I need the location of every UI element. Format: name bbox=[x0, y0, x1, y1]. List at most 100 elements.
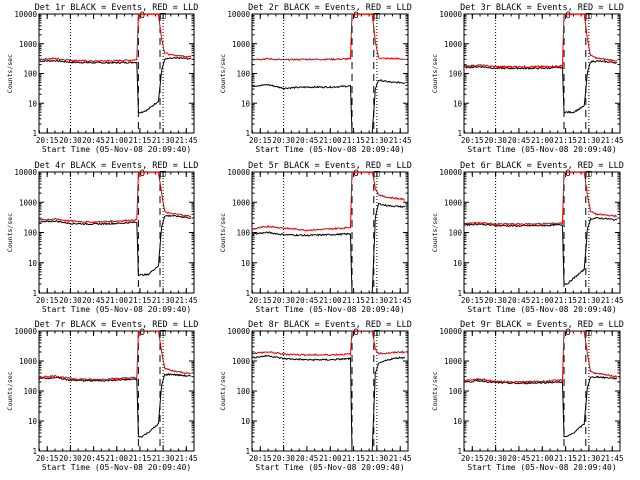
x-tick-label: 21:00 bbox=[531, 454, 554, 463]
plot-frame bbox=[463, 330, 621, 452]
x-tick-label: 21:15 bbox=[129, 136, 152, 145]
y-tick-label: 100 bbox=[236, 229, 250, 238]
panel-9: Det 9r BLACK = Events, RED = LLD 1 10 100 10… bbox=[431, 320, 624, 472]
x-tick-label: 21:30 bbox=[366, 296, 389, 305]
x-tick-label: 20:15 bbox=[461, 136, 484, 145]
x-tick-label: 21:30 bbox=[366, 454, 389, 463]
x-axis-label: Start Time (05-Nov-08 20:09:40) bbox=[255, 463, 404, 472]
y-tick-label: 100 bbox=[448, 387, 462, 396]
circle-marker: O bbox=[140, 169, 145, 179]
plot-frame bbox=[251, 171, 409, 294]
x-tick-label: 21:45 bbox=[601, 454, 624, 463]
lld-series-line bbox=[252, 171, 406, 232]
y-axis-label: Counts/sec bbox=[431, 213, 439, 252]
x-tick-label: 20:45 bbox=[508, 454, 531, 463]
circle-marker: O bbox=[353, 11, 358, 21]
y-tick-label: 10 bbox=[241, 99, 251, 108]
square-marker: □ bbox=[160, 169, 166, 179]
y-tick-label: 10 bbox=[453, 259, 463, 268]
x-tick-label: 21:00 bbox=[531, 296, 554, 305]
x-tick-label: 20:30 bbox=[272, 136, 295, 145]
plot-frame bbox=[251, 330, 409, 452]
lld-series-line bbox=[39, 13, 191, 63]
x-tick-label: 20:45 bbox=[82, 136, 105, 145]
x-tick-label: 21:15 bbox=[554, 454, 577, 463]
x-tick-label: 20:15 bbox=[249, 296, 272, 305]
x-tick-label: 21:15 bbox=[342, 454, 365, 463]
square-marker: □ bbox=[586, 11, 592, 21]
lld-series-line bbox=[252, 13, 405, 61]
y-tick-label: 10000 bbox=[227, 327, 250, 336]
y-tick-label: 10 bbox=[241, 259, 251, 268]
lld-series-line bbox=[464, 330, 617, 384]
y-tick-label: 10 bbox=[241, 417, 251, 426]
panel-title: Det 9r BLACK = Events, RED = LLD bbox=[460, 320, 624, 330]
panel-title: Det 2r BLACK = Events, RED = LLD bbox=[248, 3, 412, 13]
y-tick-label: 100 bbox=[236, 70, 250, 79]
y-tick-label: 10000 bbox=[14, 327, 37, 336]
y-tick-label: 1000 bbox=[444, 40, 463, 49]
y-tick-label: 10 bbox=[28, 259, 38, 268]
square-marker: □ bbox=[374, 11, 380, 21]
square-marker: □ bbox=[160, 11, 166, 21]
x-axis-label: Start Time (05-Nov-08 20:09:40) bbox=[467, 463, 616, 472]
x-tick-label: 20:30 bbox=[484, 296, 507, 305]
y-tick-label: 1 bbox=[245, 289, 250, 298]
square-marker: □ bbox=[374, 328, 380, 338]
x-tick-label: 21:30 bbox=[578, 454, 601, 463]
x-tick-label: 20:30 bbox=[59, 454, 82, 463]
plot-frame bbox=[463, 13, 621, 134]
events-series-line bbox=[464, 60, 618, 114]
y-tick-label: 1 bbox=[245, 447, 250, 456]
circle-marker: O bbox=[565, 328, 570, 338]
lld-series-line bbox=[464, 13, 618, 69]
plot-frame bbox=[463, 171, 621, 294]
events-series-line bbox=[39, 56, 192, 114]
events-series-line bbox=[464, 375, 618, 438]
y-tick-label: 1 bbox=[457, 289, 462, 298]
panel-5: Det 5r BLACK = Events, RED = LLD 1 10 100 10… bbox=[219, 161, 412, 314]
x-tick-label: 20:15 bbox=[461, 454, 484, 463]
x-tick-label: 21:30 bbox=[152, 136, 175, 145]
y-tick-label: 10000 bbox=[14, 168, 37, 177]
y-tick-label: 1000 bbox=[19, 357, 38, 366]
y-tick-label: 1000 bbox=[19, 198, 38, 207]
x-axis-label: Start Time (05-Nov-08 20:09:40) bbox=[42, 305, 191, 314]
x-axis-label: Start Time (05-Nov-08 20:09:40) bbox=[255, 145, 404, 154]
lld-series-line bbox=[464, 171, 618, 226]
x-tick-label: 21:45 bbox=[389, 136, 412, 145]
lld-series-line bbox=[39, 330, 192, 381]
x-tick-label: 20:45 bbox=[82, 454, 105, 463]
y-axis-label: Counts/sec bbox=[219, 371, 227, 410]
x-tick-label: 21:30 bbox=[578, 296, 601, 305]
x-tick-label: 20:45 bbox=[296, 454, 319, 463]
panel-1: Det 1r BLACK = Events, RED = LLD 1 10 100 10… bbox=[6, 3, 198, 154]
y-tick-label: 10 bbox=[28, 417, 38, 426]
x-tick-label: 21:30 bbox=[366, 136, 389, 145]
square-marker: □ bbox=[586, 169, 592, 179]
y-tick-label: 1000 bbox=[444, 198, 463, 207]
y-tick-label: 1000 bbox=[232, 40, 251, 49]
lld-series-line bbox=[252, 330, 405, 357]
y-tick-label: 100 bbox=[448, 229, 462, 238]
x-tick-label: 21:00 bbox=[319, 296, 342, 305]
x-axis-label: Start Time (05-Nov-08 20:09:40) bbox=[255, 305, 404, 314]
panel-title: Det 4r BLACK = Events, RED = LLD bbox=[35, 161, 199, 171]
events-series-line bbox=[252, 79, 406, 134]
x-tick-label: 20:30 bbox=[272, 296, 295, 305]
y-tick-label: 1000 bbox=[444, 357, 463, 366]
x-tick-label: 21:15 bbox=[342, 296, 365, 305]
y-tick-label: 1 bbox=[32, 447, 37, 456]
circle-marker: O bbox=[565, 169, 570, 179]
panel-title: Det 5r BLACK = Events, RED = LLD bbox=[248, 161, 412, 171]
y-axis-label: Counts/sec bbox=[219, 54, 227, 93]
circle-marker: O bbox=[140, 328, 145, 338]
events-series-line bbox=[39, 373, 192, 438]
x-tick-label: 21:30 bbox=[152, 296, 175, 305]
x-tick-label: 20:30 bbox=[272, 454, 295, 463]
lld-series-line bbox=[39, 171, 192, 224]
x-tick-label: 21:00 bbox=[105, 136, 128, 145]
y-tick-label: 100 bbox=[23, 229, 37, 238]
y-tick-label: 10000 bbox=[227, 10, 250, 19]
